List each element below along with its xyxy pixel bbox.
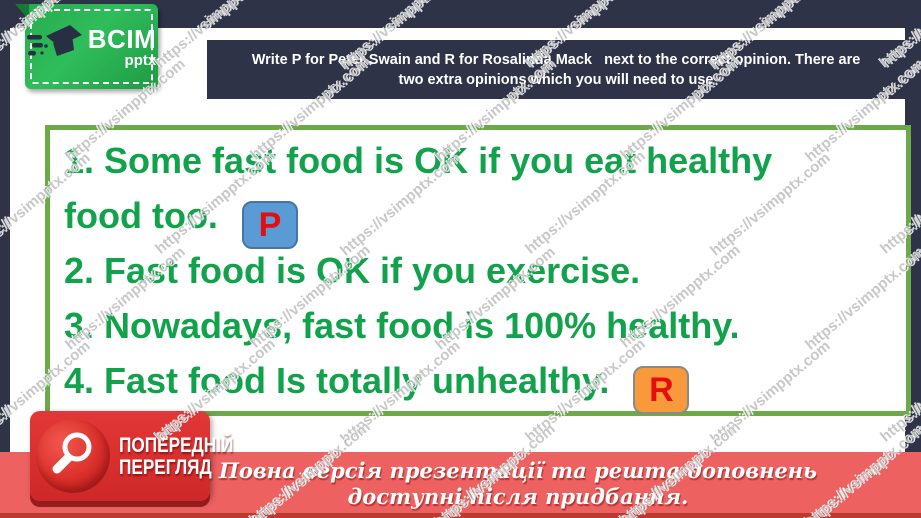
task-item-1-line-2-text: food too. [64, 195, 218, 236]
brand-words: BCIM pptx [88, 26, 156, 68]
graduation-cap-icon [26, 22, 83, 71]
brand-name: BCIM [87, 23, 157, 54]
preview-label-line-2: ПЕРЕГЛЯД [119, 455, 212, 479]
brand-logo: BCIM pptx [15, 4, 158, 89]
instruction-line-1: Write P for Peter Swain and R for Rosali… [251, 51, 861, 68]
answer-badge-p[interactable]: P [241, 201, 298, 249]
footer-bottom-strip [0, 513, 921, 518]
purchase-line-1: Повна версія презентації та решта доповн… [219, 458, 817, 483]
task-item-4: 4. Fast food Is totally unhealthy. R [64, 353, 906, 414]
task-box: 1. Some fast food is OK if you eat healt… [45, 125, 911, 416]
preview-label: ПОПЕРЕДНІЙ ПЕРЕГЛЯД [119, 432, 234, 479]
brand-logo-inner: BCIM pptx [26, 9, 156, 84]
task-item-1-line-2: food too. P [64, 188, 906, 249]
badge-letter-r: R [649, 371, 674, 409]
magnifier-icon-circle [36, 419, 110, 493]
task-item-2: 2. Fast food is OK if you exercise. [64, 250, 641, 291]
task-item-4-text: 4. Fast food Is totally unhealthy. [64, 360, 610, 401]
badge-letter-p: P [258, 206, 282, 244]
instruction-box: Write P for Peter Swain and R for Rosali… [207, 40, 905, 99]
answer-badge-r[interactable]: R [633, 366, 690, 414]
preview-label-line-1: ПОПЕРЕДНІЙ [119, 432, 234, 457]
task-item-3: 3. Nowadays, fast food is 100% healthy. [64, 305, 740, 346]
purchase-line-2: доступні після придбання. [347, 484, 689, 509]
instruction-line-2: two extra opinions which you will need t… [398, 71, 714, 88]
brand-subname: pptx [124, 51, 157, 69]
purchase-banner-text: Повна версія презентації та решта доповн… [0, 452, 921, 510]
purchase-banner: Повна версія презентації та решта доповн… [0, 452, 921, 518]
task-item-1-line-1: 1. Some fast food is OK if you eat healt… [64, 140, 773, 181]
preview-badge: ПОПЕРЕДНІЙ ПЕРЕГЛЯД [30, 411, 233, 501]
magnifier-icon [47, 428, 99, 485]
